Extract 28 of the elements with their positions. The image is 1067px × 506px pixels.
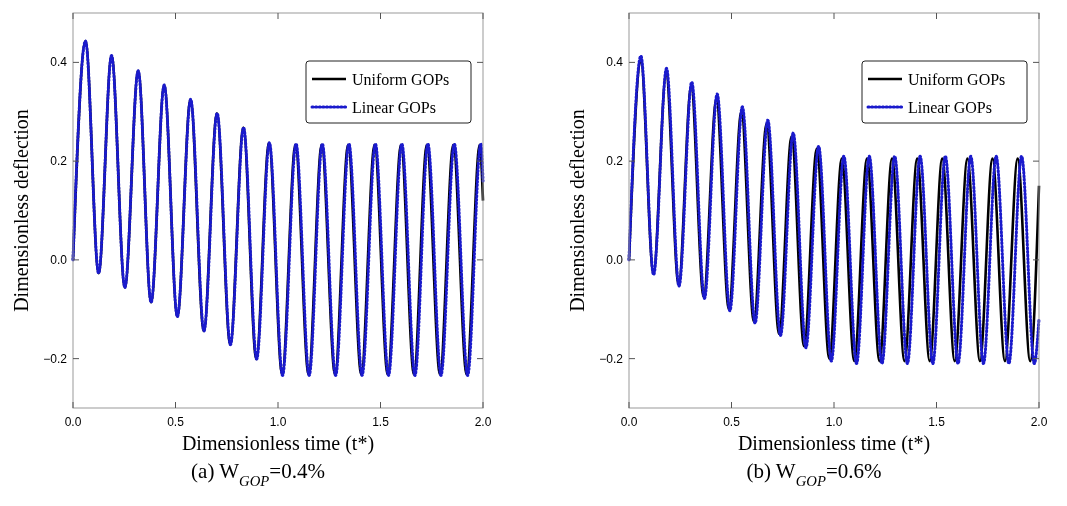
x-axis-title: Dimensionless time (t*) — [737, 432, 931, 455]
legend-label: Uniform GOPs — [908, 71, 1006, 88]
x-tick-label: 1.0 — [269, 415, 287, 429]
x-tick-label: 2.0 — [474, 415, 492, 429]
y-axis-title: Dimensionless deflection — [10, 109, 32, 312]
text: (b) W$_{GOP}$=0.6% — [746, 459, 882, 489]
text: (a) W$_{GOP}$=0.4% — [191, 459, 325, 489]
y-tick-label: 0.0 — [50, 252, 68, 267]
legend-label: Linear GOPs — [908, 99, 992, 116]
legend-label: Linear GOPs — [352, 99, 436, 116]
y-tick-label: 0.4 — [50, 55, 68, 70]
x-tick-label: 1.0 — [825, 415, 843, 429]
x-axis-title: Dimensionless time (t*) — [181, 432, 375, 455]
legend-label: Uniform GOPs — [352, 71, 450, 88]
x-tick-label: 2.0 — [1030, 415, 1048, 429]
y-tick-label: 0.4 — [606, 55, 624, 70]
x-tick-label: 0.5 — [167, 415, 185, 429]
y-tick-label: 0.2 — [50, 154, 68, 169]
y-tick-label: 0.0 — [606, 252, 624, 267]
y-tick-label: −0.2 — [599, 351, 624, 366]
x-tick-label: 1.5 — [928, 415, 946, 429]
x-tick-label: 0.5 — [723, 415, 741, 429]
x-tick-label: 0.0 — [620, 415, 638, 429]
x-tick-label: 1.5 — [372, 415, 390, 429]
x-tick-label: 0.0 — [64, 415, 82, 429]
y-tick-label: −0.2 — [43, 351, 68, 366]
y-tick-label: 0.2 — [606, 154, 624, 169]
y-axis-title: Dimensionless deflection — [566, 109, 588, 312]
